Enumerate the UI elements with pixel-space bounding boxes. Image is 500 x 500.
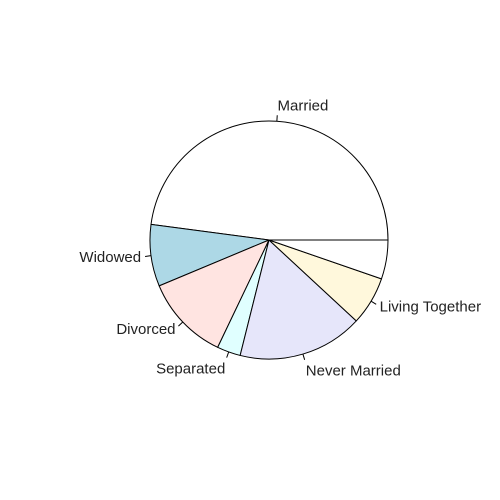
label-tick-widowed bbox=[145, 255, 152, 257]
label-tick-separated bbox=[226, 351, 230, 358]
pie-label-widowed: Widowed bbox=[79, 249, 141, 266]
label-tick-living-together bbox=[370, 300, 377, 305]
pie-slice-married bbox=[150, 120, 389, 241]
pie-label-married: Married bbox=[278, 97, 329, 114]
pie-label-divorced: Divorced bbox=[116, 321, 175, 338]
pie-label-living-together: Living Together bbox=[380, 298, 481, 315]
pie-slices bbox=[149, 120, 389, 360]
label-tick-divorced bbox=[178, 321, 184, 327]
pie-label-separated: Separated bbox=[156, 360, 225, 377]
pie-label-never-married: Never Married bbox=[306, 363, 401, 380]
pie-slice-unlabeled bbox=[268, 239, 389, 280]
pie-labels: Married Widowed Divorced Separated Never Mar… bbox=[79, 97, 481, 379]
label-tick-never-married bbox=[302, 353, 306, 360]
